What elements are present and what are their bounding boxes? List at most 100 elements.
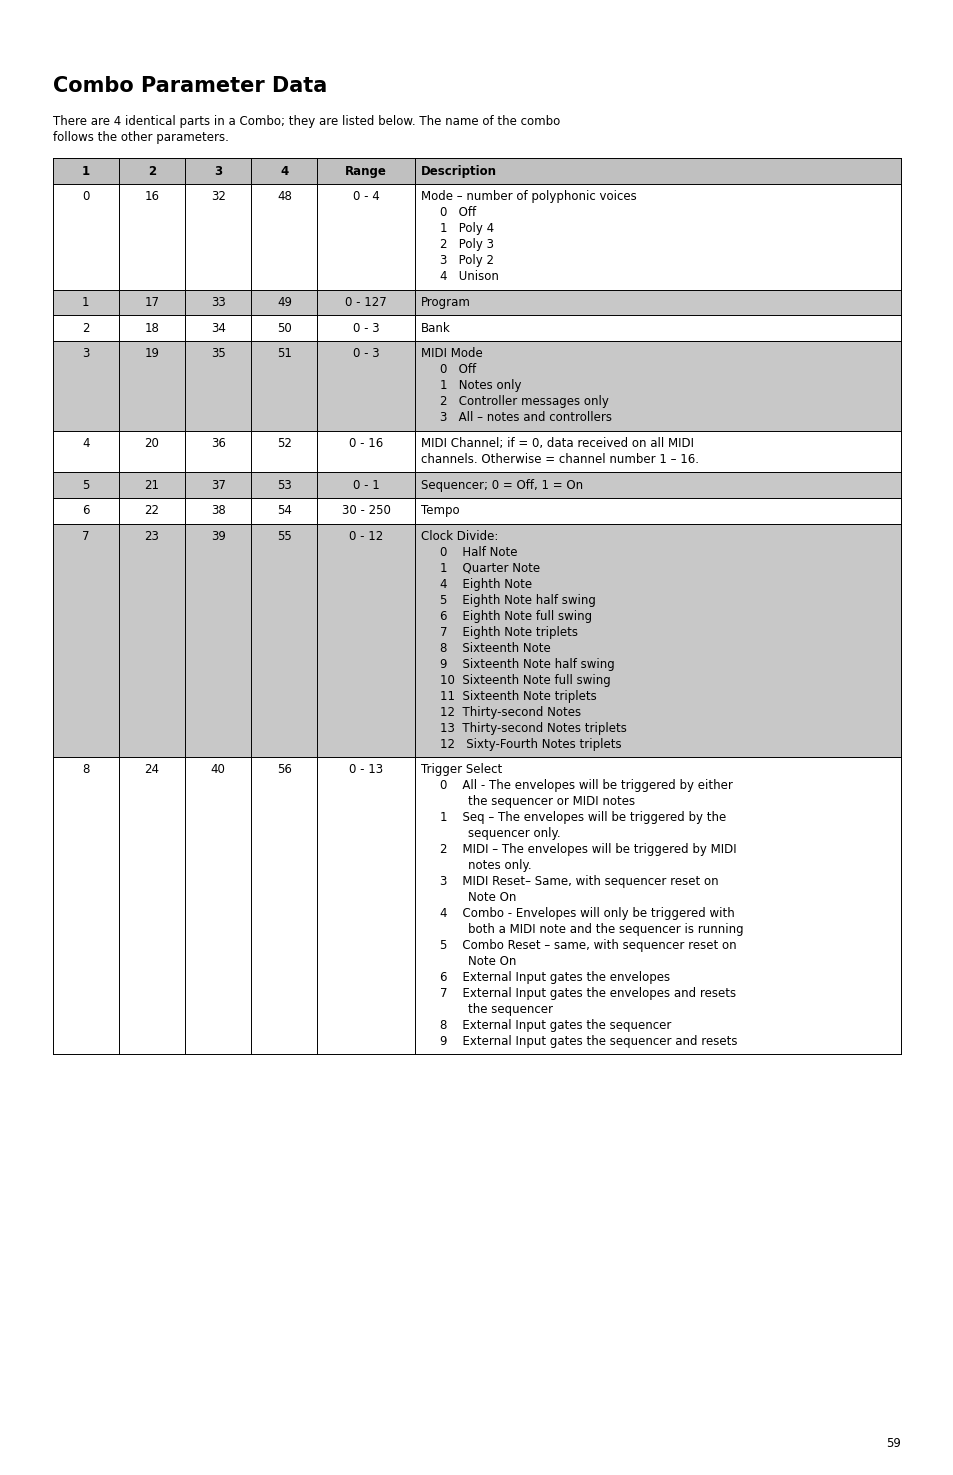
Text: 32: 32 [211,190,226,204]
Text: 24: 24 [145,763,159,776]
Text: 2    MIDI – The envelopes will be triggered by MIDI: 2 MIDI – The envelopes will be triggered… [439,844,736,856]
Text: 23: 23 [145,530,159,543]
Text: the sequencer: the sequencer [467,1003,552,1016]
Bar [52,184,901,289]
Bar [52,757,901,1055]
Text: 0 - 4: 0 - 4 [353,190,379,204]
Bar [52,431,901,472]
Text: 35: 35 [211,347,225,360]
Text: Note On: Note On [467,954,516,968]
Text: 0    Half Note: 0 Half Note [439,546,517,559]
Text: 1: 1 [82,296,90,308]
Text: Sequencer; 0 = Off, 1 = On: Sequencer; 0 = Off, 1 = On [420,478,582,491]
Text: 38: 38 [211,504,225,518]
Text: 1    Quarter Note: 1 Quarter Note [439,562,539,575]
Text: 2   Poly 3: 2 Poly 3 [439,239,494,251]
Text: 54: 54 [276,504,292,518]
Text: 56: 56 [276,763,292,776]
Text: Bank: Bank [420,322,450,335]
Text: 6    External Input gates the envelopes: 6 External Input gates the envelopes [439,971,670,984]
Text: 0 - 3: 0 - 3 [353,347,379,360]
Text: Range: Range [345,165,387,177]
Text: Mode – number of polyphonic voices: Mode – number of polyphonic voices [420,190,636,204]
Text: the sequencer or MIDI notes: the sequencer or MIDI notes [467,795,635,808]
Text: 4   Unison: 4 Unison [439,270,498,283]
Text: 0   Off: 0 Off [439,207,476,220]
Text: 0: 0 [82,190,90,204]
Text: 5: 5 [82,478,90,491]
Text: 9    External Input gates the sequencer and resets: 9 External Input gates the sequencer and… [439,1035,737,1047]
Text: 8    External Input gates the sequencer: 8 External Input gates the sequencer [439,1019,671,1032]
Text: Combo Parameter Data: Combo Parameter Data [52,77,327,96]
Text: 0 - 12: 0 - 12 [349,530,383,543]
Text: 13  Thirty-second Notes triplets: 13 Thirty-second Notes triplets [439,721,626,735]
Text: 59: 59 [885,1437,901,1450]
Text: MIDI Channel; if = 0, data received on all MIDI: MIDI Channel; if = 0, data received on a… [420,437,693,450]
Text: 2   Controller messages only: 2 Controller messages only [439,395,608,409]
Text: 6: 6 [82,504,90,518]
Text: channels. Otherwise = channel number 1 – 16.: channels. Otherwise = channel number 1 –… [420,453,698,466]
Text: 0   Off: 0 Off [439,363,476,376]
Text: Program: Program [420,296,470,308]
Text: 11  Sixteenth Note triplets: 11 Sixteenth Note triplets [439,690,597,702]
Text: 52: 52 [276,437,292,450]
Text: 36: 36 [211,437,226,450]
Text: 3: 3 [82,347,90,360]
Text: 30 - 250: 30 - 250 [341,504,391,518]
Text: 40: 40 [211,763,226,776]
Text: 4    Combo - Envelopes will only be triggered with: 4 Combo - Envelopes will only be trigger… [439,907,734,920]
Text: 48: 48 [276,190,292,204]
Text: 0 - 127: 0 - 127 [345,296,387,308]
Text: 49: 49 [276,296,292,308]
Text: 0 - 13: 0 - 13 [349,763,383,776]
Text: 0 - 3: 0 - 3 [353,322,379,335]
Text: 0 - 1: 0 - 1 [353,478,379,491]
Text: 12  Thirty-second Notes: 12 Thirty-second Notes [439,705,580,718]
Text: Tempo: Tempo [420,504,458,518]
Text: 50: 50 [276,322,292,335]
Bar [52,499,901,524]
Text: 9    Sixteenth Note half swing: 9 Sixteenth Note half swing [439,658,614,671]
Bar [52,316,901,341]
Text: 0 - 16: 0 - 16 [349,437,383,450]
Text: 1   Notes only: 1 Notes only [439,379,521,392]
Text: 0    All - The envelopes will be triggered by either: 0 All - The envelopes will be triggered … [439,779,732,792]
Text: 2: 2 [148,165,156,177]
Text: 10  Sixteenth Note full swing: 10 Sixteenth Note full swing [439,674,610,687]
Text: 39: 39 [211,530,226,543]
Text: There are 4 identical parts in a Combo; they are listed below. The name of the c: There are 4 identical parts in a Combo; … [52,115,559,128]
Text: 3    MIDI Reset– Same, with sequencer reset on: 3 MIDI Reset– Same, with sequencer reset… [439,875,718,888]
Text: 1    Seq – The envelopes will be triggered by the: 1 Seq – The envelopes will be triggered … [439,811,725,825]
Text: 33: 33 [211,296,225,308]
Bar [52,289,901,316]
Text: MIDI Mode: MIDI Mode [420,347,482,360]
Text: 22: 22 [145,504,159,518]
Text: 2: 2 [82,322,90,335]
Text: 19: 19 [145,347,159,360]
Text: 5    Eighth Note half swing: 5 Eighth Note half swing [439,594,596,606]
Bar [52,341,901,431]
Text: 4: 4 [280,165,288,177]
Text: 16: 16 [145,190,159,204]
Text: 7: 7 [82,530,90,543]
Text: both a MIDI note and the sequencer is running: both a MIDI note and the sequencer is ru… [467,923,742,937]
Text: 51: 51 [276,347,292,360]
Text: 21: 21 [145,478,159,491]
Text: 37: 37 [211,478,226,491]
Text: 55: 55 [276,530,292,543]
Text: 7    Eighth Note triplets: 7 Eighth Note triplets [439,625,578,639]
Text: 6    Eighth Note full swing: 6 Eighth Note full swing [439,609,592,622]
Text: 7    External Input gates the envelopes and resets: 7 External Input gates the envelopes and… [439,987,736,1000]
Text: 34: 34 [211,322,226,335]
Bar [52,472,901,499]
Text: Description: Description [420,165,497,177]
Text: 18: 18 [145,322,159,335]
Text: 4    Eighth Note: 4 Eighth Note [439,578,532,591]
Text: 20: 20 [145,437,159,450]
Text: 8: 8 [82,763,90,776]
Text: 12   Sixty-Fourth Notes triplets: 12 Sixty-Fourth Notes triplets [439,738,621,751]
Text: follows the other parameters.: follows the other parameters. [52,131,229,145]
Text: 8    Sixteenth Note: 8 Sixteenth Note [439,642,550,655]
Text: 1   Poly 4: 1 Poly 4 [439,223,494,236]
Text: sequencer only.: sequencer only. [467,827,559,841]
